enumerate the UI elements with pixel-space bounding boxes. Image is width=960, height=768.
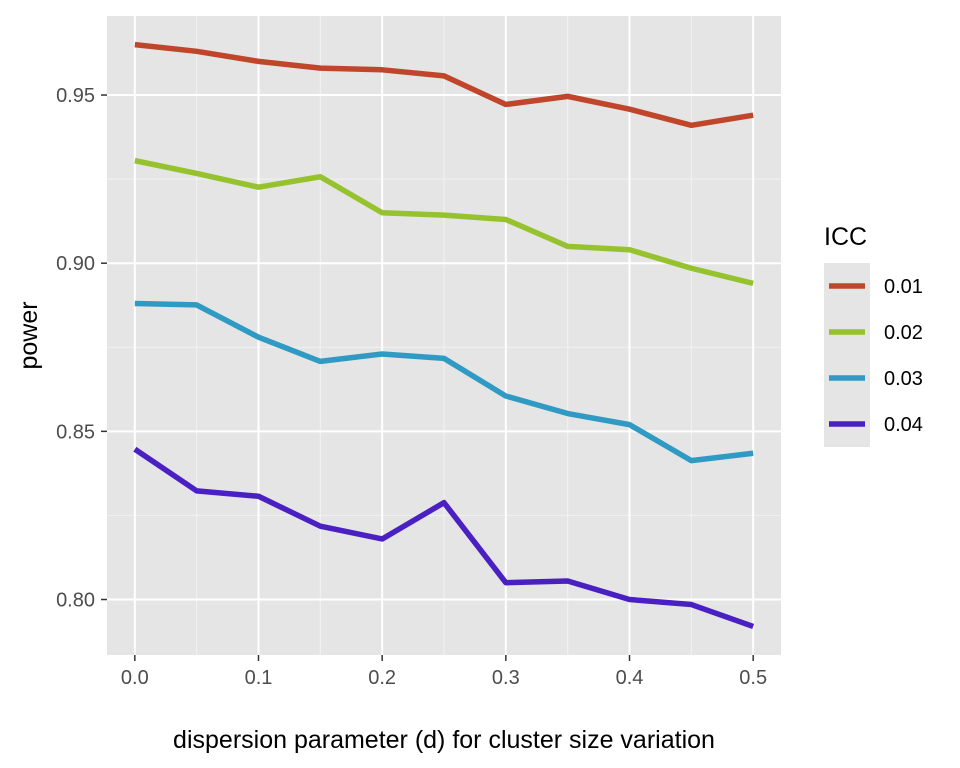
y-tick-label: 0.90 [56, 253, 95, 275]
legend-item-icc-0.03: 0.03 [829, 368, 923, 390]
y-axis-title: power [15, 301, 43, 369]
y-axis: 0.80 0.85 0.90 0.95 [56, 85, 107, 612]
x-tick-label: 0.4 [616, 667, 644, 689]
x-tick-label: 0.2 [368, 667, 396, 689]
legend-title: ICC [824, 223, 867, 251]
x-tick-label: 0.0 [121, 667, 149, 689]
legend-label: 0.04 [884, 414, 923, 436]
legend: ICC 0.01 0.02 0.03 0.04 [824, 223, 923, 447]
series-lines [133, 41, 755, 630]
legend-items: 0.01 0.02 0.03 0.04 [829, 276, 923, 436]
y-tick-label: 0.85 [56, 421, 95, 443]
legend-item-icc-0.01: 0.01 [829, 276, 923, 298]
legend-label: 0.02 [884, 322, 923, 344]
series-line-icc-0.01 [134, 41, 754, 129]
series-line-icc-0.04 [133, 446, 755, 630]
x-axis: 0.0 0.1 0.2 0.3 0.4 0.5 [121, 655, 767, 689]
legend-key-background [824, 263, 870, 447]
y-tick-label: 0.95 [56, 85, 95, 107]
x-axis-title: dispersion parameter (d) for cluster siz… [173, 726, 715, 754]
x-tick-label: 0.3 [492, 667, 520, 689]
legend-item-icc-0.02: 0.02 [829, 322, 923, 344]
x-tick-label: 0.1 [245, 667, 273, 689]
y-tick-label: 0.80 [56, 590, 95, 612]
series-line-icc-0.02 [134, 157, 754, 287]
legend-item-icc-0.04: 0.04 [829, 414, 923, 436]
legend-label: 0.03 [884, 368, 923, 390]
legend-label: 0.01 [884, 276, 923, 298]
x-tick-label: 0.5 [739, 667, 767, 689]
series-line-icc-0.03 [134, 300, 754, 464]
